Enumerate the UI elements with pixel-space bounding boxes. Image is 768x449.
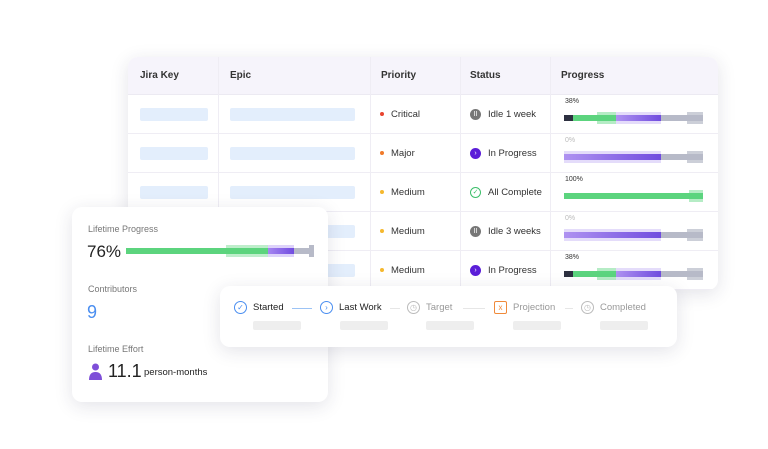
progress-highlight	[564, 229, 661, 241]
progress-highlight	[564, 151, 661, 163]
progress-target-marker	[687, 151, 703, 163]
jira-key-placeholder	[140, 108, 208, 121]
progress-start	[564, 115, 573, 121]
connector	[463, 308, 485, 309]
progress-highlight	[616, 268, 661, 280]
status-cell: II Idle 3 weeks	[470, 212, 541, 251]
lifetime-effort-label: Lifetime Effort	[88, 344, 144, 354]
table-header: Jira Key Epic Priority Status Progress	[128, 57, 718, 95]
priority-dot-icon	[380, 190, 384, 195]
progress-bar	[564, 268, 703, 280]
priority-cell: Medium	[380, 173, 425, 212]
contributors-value: 9	[87, 302, 98, 322]
status-cell: II Idle 1 week	[470, 95, 536, 134]
contributors-label: Contributors	[88, 284, 138, 294]
date-placeholder	[513, 321, 561, 330]
lifetime-progress-label: Lifetime Progress	[88, 224, 159, 234]
priority-cell: Critical	[380, 95, 420, 134]
date-placeholder	[426, 321, 474, 330]
table-row[interactable]: Critical II Idle 1 week 38%	[128, 95, 718, 134]
progress-target-marker	[687, 112, 703, 124]
progress-target-marker	[687, 229, 703, 241]
timeline-card: ✓ Started › Last Work ◷ Target x Projection …	[220, 286, 677, 347]
date-placeholder	[253, 321, 301, 330]
step-completed[interactable]: ◷ Completed	[581, 301, 646, 315]
progress-projected	[616, 271, 661, 277]
person-icon	[89, 363, 102, 385]
clock-icon: ◷	[407, 301, 420, 314]
progress-highlight	[597, 268, 616, 280]
date-placeholder	[340, 321, 388, 330]
date-placeholder	[600, 321, 648, 330]
pause-icon: II	[470, 108, 481, 120]
progress-fill	[573, 115, 616, 121]
status-cell: › In Progress	[470, 134, 537, 173]
play-icon: ›	[470, 147, 481, 159]
progress-projected	[616, 115, 661, 121]
clock-icon: ◷	[581, 301, 594, 314]
header-epic[interactable]: Epic	[230, 70, 252, 81]
header-jira-key[interactable]: Jira Key	[140, 70, 179, 81]
progress-fill	[573, 271, 616, 277]
chevron-circle-icon: ›	[320, 301, 333, 314]
column-divider	[460, 57, 461, 290]
priority-dot-icon	[380, 229, 384, 234]
connector	[565, 308, 573, 309]
epic-placeholder	[230, 147, 355, 160]
progress-start	[564, 271, 573, 277]
step-projection[interactable]: x Projection	[494, 301, 555, 315]
table-row[interactable]: Major › In Progress 0%	[128, 134, 718, 173]
header-progress[interactable]: Progress	[561, 70, 605, 81]
pause-icon: II	[470, 225, 481, 237]
progress-percent: 38%	[565, 98, 580, 105]
progress-fill	[564, 193, 703, 199]
progress-bar	[564, 229, 703, 241]
progress-bar	[564, 112, 703, 124]
priority-dot-icon	[380, 268, 384, 273]
progress-bar	[564, 151, 703, 163]
header-status[interactable]: Status	[470, 70, 501, 81]
progress-percent: 38%	[565, 254, 580, 261]
column-divider	[370, 57, 371, 290]
jira-key-placeholder	[140, 147, 208, 160]
effort-value: 11.1	[108, 361, 142, 381]
progress-bar	[564, 190, 703, 202]
progress-percent: 0%	[565, 215, 576, 222]
table-row[interactable]: Medium ✓ All Complete 100%	[128, 173, 718, 212]
priority-cell: Medium	[380, 251, 425, 290]
lifetime-progress-value: 76%	[87, 242, 122, 261]
effort-unit: person-months	[144, 367, 208, 378]
calendar-x-icon: x	[494, 301, 507, 314]
check-circle-icon: ✓	[234, 301, 247, 314]
progress-percent: 100%	[565, 176, 583, 183]
lifetime-progress-bar	[126, 245, 314, 257]
progress-highlight	[616, 112, 661, 124]
step-last-work[interactable]: › Last Work	[320, 301, 382, 315]
epic-placeholder	[230, 186, 355, 199]
status-cell: ✓ All Complete	[470, 173, 542, 212]
column-divider	[550, 57, 551, 290]
status-cell: › In Progress	[470, 251, 537, 290]
progress-marker	[689, 190, 703, 202]
progress-projected	[564, 154, 661, 160]
connector	[390, 308, 400, 309]
progress-projected	[564, 232, 661, 238]
progress-highlight	[597, 112, 616, 124]
connector	[292, 308, 312, 309]
priority-dot-icon	[380, 112, 384, 117]
header-priority[interactable]: Priority	[381, 70, 417, 81]
step-target[interactable]: ◷ Target	[407, 301, 452, 315]
column-divider	[218, 57, 219, 290]
jira-key-placeholder	[140, 186, 208, 199]
progress-target-marker	[687, 268, 703, 280]
step-started[interactable]: ✓ Started	[234, 301, 284, 315]
check-icon: ✓	[470, 186, 481, 198]
epic-placeholder	[230, 108, 355, 121]
priority-dot-icon	[380, 151, 384, 156]
priority-cell: Major	[380, 134, 415, 173]
progress-percent: 0%	[565, 137, 576, 144]
play-icon: ›	[470, 264, 481, 276]
priority-cell: Medium	[380, 212, 425, 251]
